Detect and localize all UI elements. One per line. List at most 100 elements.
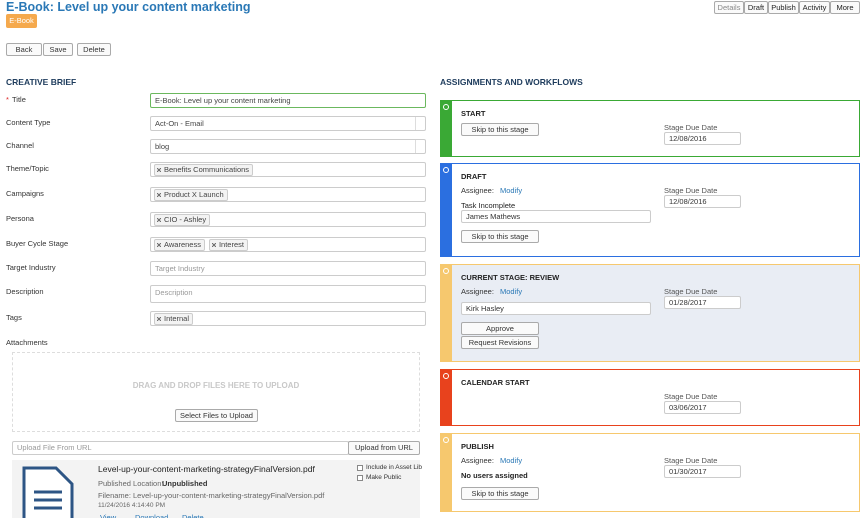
select-arrow <box>415 117 425 130</box>
field-input[interactable]: Awareness Interest <box>150 237 426 252</box>
tab[interactable]: Draft <box>744 1 768 14</box>
assignee-label: Assignee: <box>461 456 494 465</box>
tab[interactable]: Publish <box>768 1 799 14</box>
remove-icon <box>157 168 161 172</box>
action-button[interactable]: Save <box>43 43 73 56</box>
section-heading: CREATIVE BRIEF <box>6 77 77 87</box>
required-mark: * <box>6 95 9 104</box>
due-label: Stage Due Date <box>664 186 718 195</box>
field-input[interactable]: CIO - Ashley <box>150 212 426 227</box>
due-date[interactable]: 03/06/2017 <box>664 401 741 414</box>
dropzone <box>12 352 420 432</box>
field-input[interactable]: Target Industry <box>150 261 426 276</box>
stage-button[interactable]: Approve <box>461 322 539 335</box>
tag-text: Awareness <box>164 240 201 249</box>
tag-text: Product X Launch <box>164 190 224 199</box>
location-value: Unpublished <box>162 479 208 488</box>
due-date[interactable]: 01/28/2017 <box>664 296 741 309</box>
file-link[interactable]: View <box>100 513 117 518</box>
stage-title: DRAFT <box>461 172 487 181</box>
stage-button[interactable]: Skip to this stage <box>461 487 539 500</box>
dropzone-text: DRAG AND DROP FILES HERE TO UPLOAD <box>132 381 300 390</box>
assignee-input[interactable]: Kirk Hasley <box>461 302 651 315</box>
field-label: Target Industry <box>6 263 56 272</box>
stage-status: Task Incomplete <box>461 201 516 210</box>
due-label: Stage Due Date <box>664 287 718 296</box>
placeholder: Target Industry <box>155 264 205 273</box>
section-heading: ASSIGNMENTS AND WORKFLOWS <box>440 77 583 87</box>
file-date: 11/24/2016 4:14:40 PM <box>98 502 166 509</box>
field-input[interactable]: Description <box>150 285 426 303</box>
checkbox[interactable] <box>357 465 363 471</box>
checkbox[interactable] <box>357 475 363 481</box>
tag-text: Benefits Communications <box>164 165 250 174</box>
url-input[interactable]: Upload File From URL <box>12 441 349 455</box>
modify-link[interactable]: Modify <box>500 456 523 465</box>
stage-button[interactable]: Request Revisions <box>461 336 539 349</box>
assignee-label: Assignee: <box>461 186 494 195</box>
remove-icon <box>157 218 161 222</box>
field-input[interactable]: Internal <box>150 311 426 326</box>
tag[interactable]: Product X Launch <box>154 189 228 201</box>
page-title: E-Book: Level up your content marketing <box>6 0 251 14</box>
field-label: Description <box>6 287 44 296</box>
file-link[interactable]: Download <box>135 513 169 518</box>
due-date[interactable]: 12/08/2016 <box>664 195 741 208</box>
field-input[interactable]: Product X Launch <box>150 187 426 202</box>
stage-button[interactable]: Skip to this stage <box>461 230 539 243</box>
checkbox-label: Include in Asset Lib <box>366 464 423 471</box>
tag[interactable]: Awareness <box>154 239 205 251</box>
action-button[interactable]: Delete <box>77 43 111 56</box>
file-link[interactable]: Delete <box>182 513 204 518</box>
tag[interactable]: CIO - Ashley <box>154 214 211 226</box>
upload-button[interactable]: Select Files to Upload <box>175 409 258 422</box>
file-card <box>12 460 420 518</box>
field-value: E-Book: Level up your content marketing <box>155 96 291 105</box>
tag-text: Internal <box>164 314 190 323</box>
tag[interactable]: Interest <box>208 239 248 251</box>
field-input[interactable]: E-Book: Level up your content marketing <box>150 93 426 108</box>
due-label: Stage Due Date <box>664 123 718 132</box>
field-value: blog <box>155 142 170 151</box>
due-date[interactable]: 12/08/2016 <box>664 132 741 145</box>
url-button[interactable]: Upload from URL <box>348 441 420 455</box>
file-icon <box>22 466 74 518</box>
stage-title: PUBLISH <box>461 442 494 451</box>
stage-title: CURRENT STAGE: REVIEW <box>461 273 560 282</box>
field-input[interactable]: blog <box>150 139 426 154</box>
assignee-label: Assignee: <box>461 287 494 296</box>
field-input[interactable]: Act-On - Email <box>150 116 426 131</box>
action-button[interactable]: Back <box>6 43 42 56</box>
stage-status: No users assigned <box>461 471 528 480</box>
stage-icon <box>443 167 449 173</box>
remove-icon <box>157 317 161 321</box>
checkbox-label: Make Public <box>366 474 402 481</box>
stage-title: CALENDAR START <box>461 378 530 387</box>
placeholder: Description <box>155 288 193 297</box>
tag[interactable]: Internal <box>154 313 194 325</box>
field-label: Persona <box>6 214 34 223</box>
tab[interactable]: Details <box>714 1 744 14</box>
select-arrow <box>415 140 425 153</box>
field-label: Channel <box>6 141 34 150</box>
file-name: Level-up-your-content-marketing-strategy… <box>98 464 315 474</box>
tag[interactable]: Benefits Communications <box>154 164 254 176</box>
stage-button[interactable]: Skip to this stage <box>461 123 539 136</box>
modify-link[interactable]: Modify <box>500 186 523 195</box>
stage-icon <box>443 373 449 379</box>
field-label: Theme/Topic <box>6 164 49 173</box>
field-label: Title <box>12 95 26 104</box>
stage-icon <box>443 437 449 443</box>
modify-link[interactable]: Modify <box>500 287 523 296</box>
location-label: Published Location: <box>98 479 164 488</box>
field-input[interactable]: Benefits Communications <box>150 162 426 177</box>
field-label: Tags <box>6 313 22 322</box>
due-date[interactable]: 01/30/2017 <box>664 465 741 478</box>
tab[interactable]: Activity <box>799 1 830 14</box>
due-label: Stage Due Date <box>664 392 718 401</box>
tab[interactable]: More <box>830 1 860 14</box>
remove-icon <box>211 243 216 247</box>
remove-icon <box>157 243 161 247</box>
assignee-input[interactable]: James Mathews <box>461 210 651 223</box>
